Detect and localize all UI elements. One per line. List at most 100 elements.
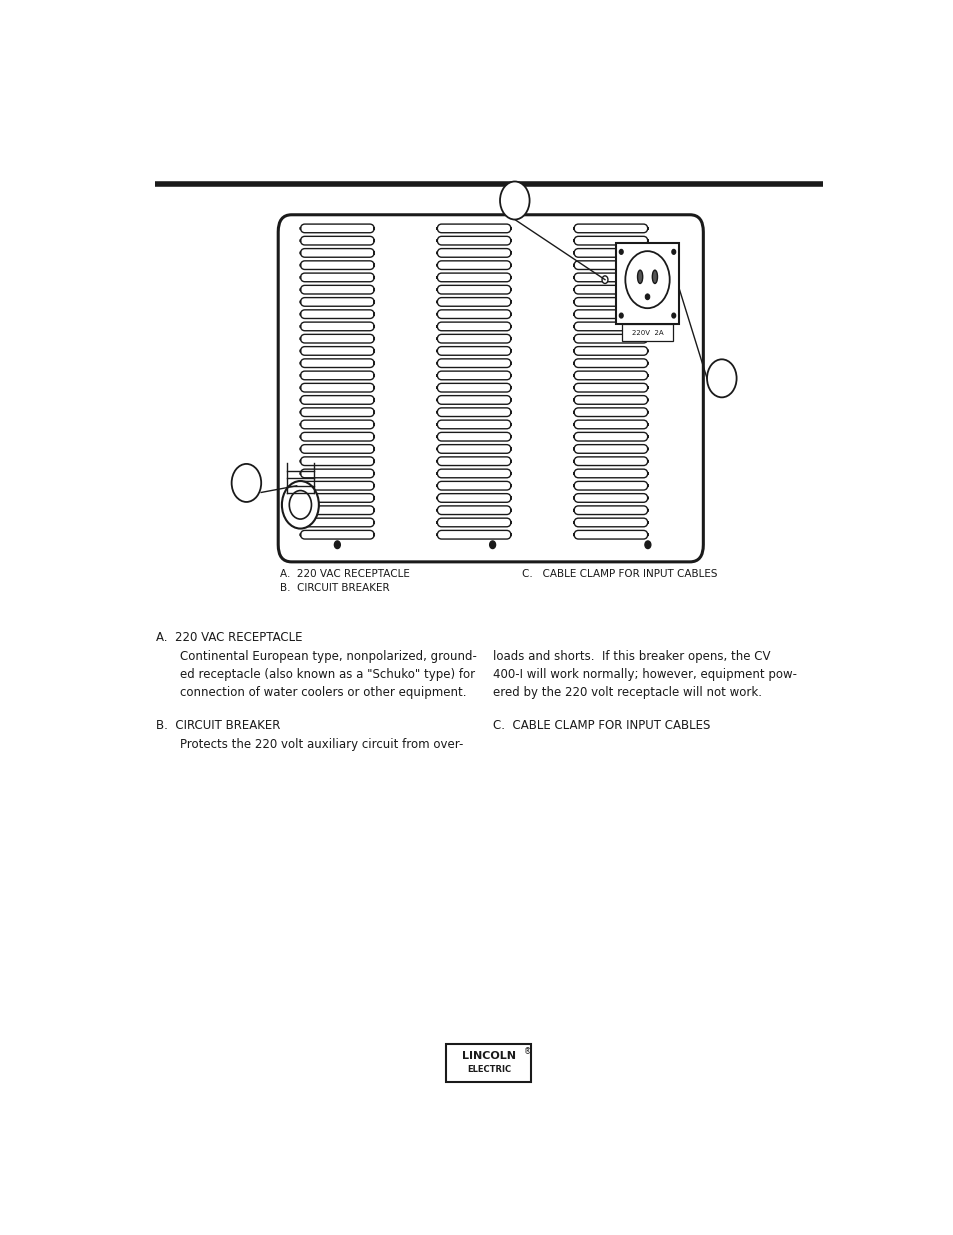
FancyBboxPatch shape — [300, 519, 374, 527]
FancyBboxPatch shape — [574, 335, 647, 343]
FancyBboxPatch shape — [300, 248, 374, 257]
FancyBboxPatch shape — [300, 359, 374, 368]
Text: B.  CIRCUIT BREAKER: B. CIRCUIT BREAKER — [156, 719, 280, 732]
FancyBboxPatch shape — [574, 310, 647, 319]
Circle shape — [601, 275, 607, 284]
FancyBboxPatch shape — [436, 310, 511, 319]
Circle shape — [618, 314, 622, 317]
FancyBboxPatch shape — [300, 335, 374, 343]
FancyBboxPatch shape — [436, 359, 511, 368]
FancyBboxPatch shape — [574, 236, 647, 245]
FancyBboxPatch shape — [436, 457, 511, 466]
FancyBboxPatch shape — [574, 298, 647, 306]
FancyBboxPatch shape — [300, 322, 374, 331]
FancyBboxPatch shape — [278, 215, 702, 562]
FancyBboxPatch shape — [436, 248, 511, 257]
Circle shape — [671, 249, 675, 254]
Text: A.  220 VAC RECEPTACLE
B.  CIRCUIT BREAKER: A. 220 VAC RECEPTACLE B. CIRCUIT BREAKER — [280, 568, 410, 593]
FancyBboxPatch shape — [436, 285, 511, 294]
FancyBboxPatch shape — [574, 261, 647, 269]
Text: Continental European type, nonpolarized, ground-
ed receptacle (also known as a : Continental European type, nonpolarized,… — [180, 651, 476, 699]
FancyBboxPatch shape — [300, 224, 374, 232]
FancyBboxPatch shape — [574, 457, 647, 466]
FancyBboxPatch shape — [436, 482, 511, 490]
FancyBboxPatch shape — [574, 322, 647, 331]
Circle shape — [289, 490, 311, 519]
FancyBboxPatch shape — [574, 445, 647, 453]
FancyBboxPatch shape — [574, 370, 647, 379]
FancyBboxPatch shape — [436, 383, 511, 391]
Circle shape — [644, 294, 649, 300]
Text: ®: ® — [523, 1047, 531, 1056]
FancyBboxPatch shape — [300, 530, 374, 538]
FancyBboxPatch shape — [300, 273, 374, 282]
FancyBboxPatch shape — [436, 519, 511, 527]
FancyBboxPatch shape — [300, 347, 374, 356]
FancyBboxPatch shape — [300, 469, 374, 478]
Text: 220V  2A: 220V 2A — [631, 330, 662, 336]
FancyBboxPatch shape — [436, 506, 511, 515]
Ellipse shape — [637, 270, 642, 284]
Text: C.   CABLE CLAMP FOR INPUT CABLES: C. CABLE CLAMP FOR INPUT CABLES — [521, 568, 717, 578]
Circle shape — [618, 249, 622, 254]
Text: Protects the 220 volt auxiliary circuit from over-: Protects the 220 volt auxiliary circuit … — [180, 737, 463, 751]
FancyBboxPatch shape — [574, 482, 647, 490]
FancyBboxPatch shape — [436, 370, 511, 379]
FancyBboxPatch shape — [621, 324, 673, 341]
FancyBboxPatch shape — [436, 347, 511, 356]
FancyBboxPatch shape — [574, 519, 647, 527]
FancyBboxPatch shape — [300, 383, 374, 391]
FancyBboxPatch shape — [436, 408, 511, 416]
Text: A.  220 VAC RECEPTACLE: A. 220 VAC RECEPTACLE — [156, 631, 302, 645]
FancyBboxPatch shape — [300, 482, 374, 490]
FancyBboxPatch shape — [574, 530, 647, 538]
FancyBboxPatch shape — [574, 494, 647, 503]
Circle shape — [644, 541, 650, 548]
FancyBboxPatch shape — [436, 273, 511, 282]
Circle shape — [671, 314, 675, 317]
Text: C.  CABLE CLAMP FOR INPUT CABLES: C. CABLE CLAMP FOR INPUT CABLES — [492, 719, 709, 732]
FancyBboxPatch shape — [300, 408, 374, 416]
FancyBboxPatch shape — [436, 420, 511, 429]
FancyBboxPatch shape — [436, 395, 511, 404]
Circle shape — [624, 251, 669, 309]
FancyBboxPatch shape — [574, 395, 647, 404]
FancyBboxPatch shape — [300, 432, 374, 441]
FancyBboxPatch shape — [436, 322, 511, 331]
FancyBboxPatch shape — [300, 420, 374, 429]
FancyBboxPatch shape — [574, 506, 647, 515]
FancyBboxPatch shape — [574, 408, 647, 416]
FancyBboxPatch shape — [574, 383, 647, 391]
FancyBboxPatch shape — [300, 370, 374, 379]
Text: LINCOLN: LINCOLN — [461, 1051, 516, 1061]
FancyBboxPatch shape — [300, 395, 374, 404]
FancyBboxPatch shape — [574, 224, 647, 232]
Circle shape — [489, 541, 495, 548]
FancyBboxPatch shape — [436, 494, 511, 503]
Circle shape — [335, 541, 340, 548]
Ellipse shape — [652, 270, 657, 284]
FancyBboxPatch shape — [574, 432, 647, 441]
FancyBboxPatch shape — [300, 236, 374, 245]
FancyBboxPatch shape — [300, 285, 374, 294]
FancyBboxPatch shape — [300, 506, 374, 515]
FancyBboxPatch shape — [574, 469, 647, 478]
FancyBboxPatch shape — [436, 335, 511, 343]
FancyBboxPatch shape — [300, 298, 374, 306]
FancyBboxPatch shape — [436, 445, 511, 453]
FancyBboxPatch shape — [436, 236, 511, 245]
FancyBboxPatch shape — [616, 243, 679, 324]
FancyBboxPatch shape — [436, 432, 511, 441]
FancyBboxPatch shape — [436, 261, 511, 269]
FancyBboxPatch shape — [300, 457, 374, 466]
Circle shape — [706, 359, 736, 398]
Text: loads and shorts.  If this breaker opens, the CV
400-I will work normally; howev: loads and shorts. If this breaker opens,… — [492, 651, 796, 699]
Text: ELECTRIC: ELECTRIC — [466, 1065, 511, 1074]
FancyBboxPatch shape — [436, 298, 511, 306]
FancyBboxPatch shape — [574, 420, 647, 429]
FancyBboxPatch shape — [436, 530, 511, 538]
FancyBboxPatch shape — [300, 494, 374, 503]
FancyBboxPatch shape — [574, 359, 647, 368]
FancyBboxPatch shape — [300, 310, 374, 319]
FancyBboxPatch shape — [574, 347, 647, 356]
